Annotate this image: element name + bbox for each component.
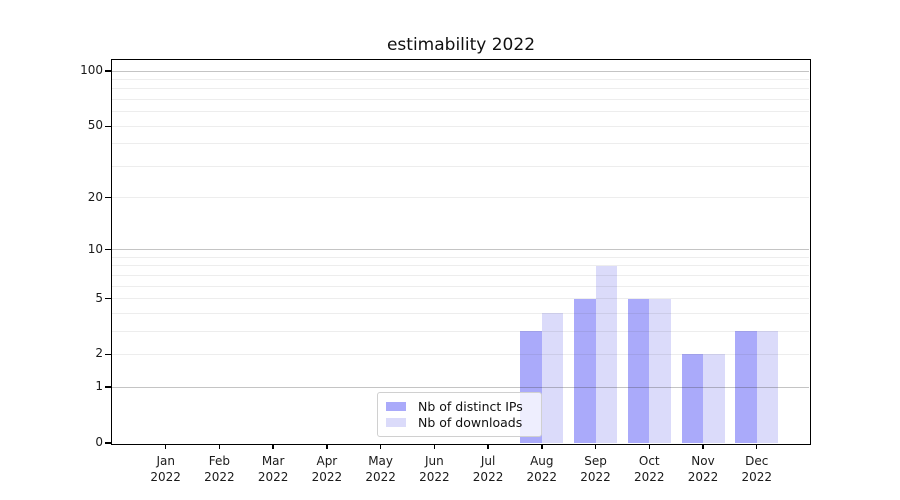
legend-label: Nb of distinct IPs (418, 398, 523, 414)
bar-distinct-ips-dec (735, 331, 757, 443)
bar-distinct-ips-oct (627, 298, 650, 443)
legend: Nb of distinct IPs Nb of downloads (377, 392, 542, 437)
bar-downloads-sep (595, 265, 618, 443)
bar-distinct-ips-sep (574, 298, 596, 443)
bar-downloads-nov (703, 354, 725, 443)
bar-downloads-aug (541, 313, 564, 443)
chart-title: estimability 2022 (386, 35, 536, 55)
legend-label: Nb of downloads (418, 415, 523, 431)
legend-swatch-icon (386, 401, 406, 411)
bar-distinct-ips-nov (681, 354, 703, 443)
bar-downloads-oct (649, 298, 671, 443)
bar-downloads-dec (756, 331, 779, 443)
legend-item: Nb of distinct IPs (386, 398, 533, 414)
legend-swatch-icon (386, 418, 406, 428)
legend-item: Nb of downloads (386, 415, 533, 431)
